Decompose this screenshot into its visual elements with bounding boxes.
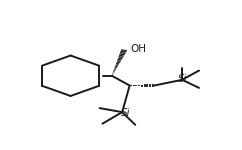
Text: Si: Si (178, 74, 188, 84)
Text: OH: OH (131, 44, 147, 54)
Text: Si: Si (121, 108, 130, 118)
